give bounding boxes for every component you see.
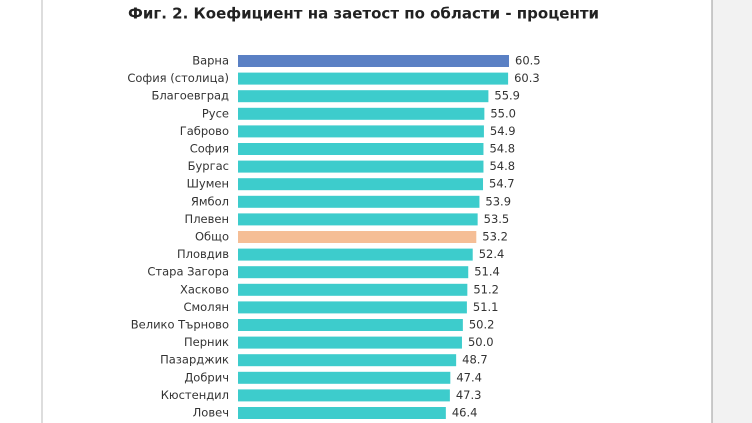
bar <box>238 55 509 67</box>
value-label: 51.4 <box>474 265 500 279</box>
value-label: 47.3 <box>456 388 482 402</box>
category-label: София <box>190 142 229 156</box>
value-label: 60.3 <box>514 71 540 85</box>
bar <box>238 90 489 103</box>
bar <box>238 195 480 208</box>
value-label: 51.1 <box>473 300 499 314</box>
bar <box>238 354 457 367</box>
category-label: Добрич <box>184 370 229 384</box>
side-panel <box>712 0 752 423</box>
category-label: Шумен <box>187 177 229 191</box>
value-label: 53.2 <box>482 230 508 244</box>
value-label: 60.5 <box>515 54 541 68</box>
category-label: Общо <box>195 230 229 244</box>
category-label: Велико Търново <box>131 318 229 332</box>
value-label: 53.9 <box>485 194 511 208</box>
bar <box>238 160 484 173</box>
bar <box>238 389 450 402</box>
bar <box>238 371 451 384</box>
category-label: Пазарджик <box>160 353 229 367</box>
category-label: Стара Загора <box>147 265 229 279</box>
bar <box>238 319 463 331</box>
bar <box>238 213 478 226</box>
value-label: 54.7 <box>489 177 515 191</box>
category-label: Пловдив <box>177 247 229 261</box>
value-label: 55.0 <box>490 106 516 120</box>
bar <box>238 301 467 314</box>
value-label: 46.4 <box>452 406 478 420</box>
value-label: 54.9 <box>490 124 516 138</box>
category-label: Русе <box>202 106 229 120</box>
value-label: 53.5 <box>484 212 510 226</box>
bar <box>238 407 446 419</box>
value-label: 52.4 <box>479 247 505 261</box>
category-label: Габрово <box>180 124 229 138</box>
value-label: 54.8 <box>489 159 515 173</box>
category-label: Бургас <box>188 159 229 173</box>
bar <box>238 178 484 191</box>
category-label: Перник <box>184 335 229 349</box>
value-label: 51.2 <box>473 282 499 296</box>
value-label: 47.4 <box>456 370 482 384</box>
category-label: Ловеч <box>193 406 229 420</box>
bar <box>238 125 484 138</box>
category-label: Благоевград <box>151 89 229 103</box>
category-label: София (столица) <box>127 71 229 85</box>
category-label: Варна <box>192 54 229 68</box>
bar <box>238 107 485 120</box>
value-label: 55.9 <box>494 89 520 103</box>
category-label: Плевен <box>185 212 229 226</box>
chart-title: Фиг. 2. Коефициент на заетост по области… <box>128 5 599 23</box>
value-label: 50.0 <box>468 335 494 349</box>
bar <box>238 72 509 85</box>
value-label: 54.8 <box>489 142 515 156</box>
value-label: 48.7 <box>462 353 488 367</box>
value-label: 50.2 <box>469 318 495 332</box>
category-label: Хасково <box>180 282 229 296</box>
category-label: Ямбол <box>191 194 229 208</box>
category-label: Кюстендил <box>161 388 229 402</box>
bar <box>238 266 469 279</box>
bar <box>238 283 468 296</box>
category-label: Смолян <box>183 300 229 314</box>
bar <box>238 231 477 243</box>
bar <box>238 248 473 261</box>
bar <box>238 336 462 349</box>
bar <box>238 143 484 155</box>
